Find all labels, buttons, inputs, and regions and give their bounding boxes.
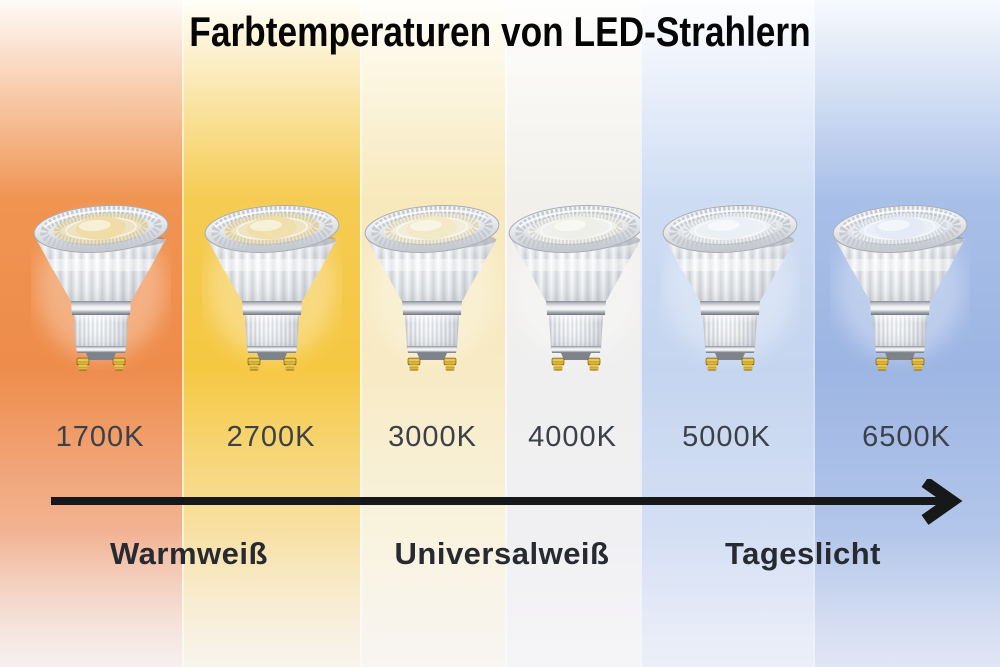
zone-label-universalweiss: Universalweiß: [394, 536, 610, 571]
temp-label-1700k: 1700K: [55, 421, 145, 453]
gu10-bulb-icon: [202, 203, 342, 371]
gu10-bulb-icon: [506, 203, 646, 371]
zone-label-tageslicht: Tageslicht: [724, 536, 882, 571]
gu10-bulb-icon: [362, 203, 502, 371]
temp-label-5000k: 5000K: [682, 421, 771, 453]
temp-label-6500k: 6500K: [862, 421, 951, 453]
gu10-bulb-icon: [660, 203, 800, 371]
temp-label-2700k: 2700K: [226, 421, 316, 453]
temperature-axis-arrow-icon: [51, 479, 963, 525]
temp-label-3000k: 3000K: [388, 421, 477, 453]
temp-label-4000k: 4000K: [528, 421, 617, 453]
gu10-bulb-icon: [31, 203, 171, 371]
zone-label-warmweiss: Warmweiß: [110, 536, 268, 571]
infographic-title: Farbtemperaturen von LED-Strahlern: [189, 8, 811, 55]
gu10-bulb-icon: [830, 203, 970, 371]
